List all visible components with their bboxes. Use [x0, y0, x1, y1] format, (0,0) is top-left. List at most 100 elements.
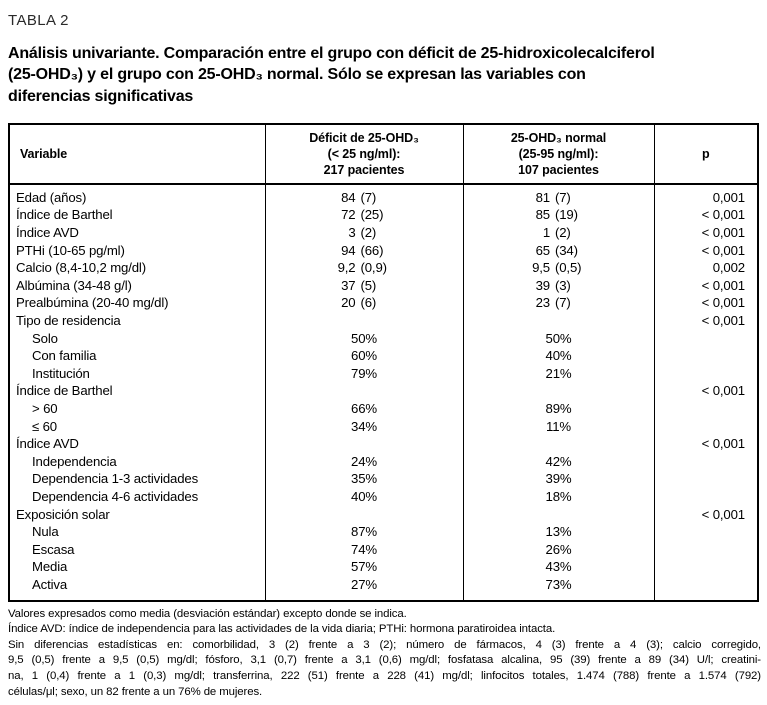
normal-value-cell: 73%: [462, 575, 654, 601]
variable-cell: Con familia: [32, 348, 97, 364]
normal-value-cell: [462, 382, 654, 401]
normal-value-cell: 39 (3): [462, 276, 654, 295]
table-row: Prealbúmina (20-40 mg/dl) 20 (6) 23 (7) < 0,0…: [9, 294, 758, 313]
mean-value: 81: [535, 189, 551, 205]
table-row: Dependencia 4-6 actividades 40% 18%: [9, 487, 758, 506]
deficit-value-cell-pair: 84 (7): [266, 189, 463, 207]
variable-cell: Nula: [32, 524, 59, 540]
univariate-table: Variable Déficit de 25-OHD₃ (< 25 ng/ml)…: [8, 122, 759, 602]
variable-cell: PTHi (10-65 pg/ml): [16, 242, 125, 258]
mean-value: 94: [341, 242, 356, 258]
percent-value: 39%: [545, 471, 572, 487]
deficit-value-cell: 34%: [264, 417, 463, 436]
normal-value-cell: 39%: [462, 470, 654, 488]
normal-value-cell: [462, 435, 654, 453]
percent-value: 35%: [351, 471, 377, 487]
sd-value: (0,9): [360, 260, 388, 276]
sd-value: (25): [360, 207, 384, 223]
table-row: Tipo de residencia < 0,001: [9, 312, 758, 330]
mean-value: 20: [341, 295, 356, 311]
p-value-cell: < 0,001: [653, 206, 758, 225]
normal-value-cell: 11%: [462, 417, 654, 436]
column-header-variable: Variable: [9, 123, 265, 185]
deficit-value-cell: 72 (25): [264, 206, 463, 225]
normal-value-cell: 89%: [462, 400, 654, 418]
footnote-line: Valores expresados como media (desviació…: [8, 607, 407, 620]
table-title: Análisis univariante. Comparación entre …: [8, 43, 758, 107]
percent-value: 26%: [545, 541, 572, 557]
sd-value: (0,5): [555, 260, 582, 276]
table-title-line: (25-OHD₃) y el grupo con 25-OHD₃ normal.…: [8, 66, 586, 84]
percent-value: 11%: [546, 418, 571, 434]
p-value-cell: [653, 540, 758, 559]
table-row: ≤ 60 34% 11%: [9, 417, 758, 436]
deficit-value-cell: [264, 382, 463, 401]
percent-value: 40%: [545, 348, 572, 364]
p-value-cell: 0,001: [653, 183, 758, 207]
sd-value: (7): [555, 189, 571, 205]
normal-value-cell-pair: 9,5 (0,5): [464, 259, 654, 277]
sd-value: (2): [360, 225, 377, 241]
deficit-value-cell: 57%: [264, 558, 463, 576]
sd-value: (7): [555, 295, 571, 311]
table-row: Índice de Barthel < 0,001: [9, 382, 758, 401]
p-value-cell: < 0,001: [653, 241, 758, 260]
variable-cell: Institución: [32, 365, 90, 381]
percent-value: 18%: [545, 488, 572, 504]
deficit-value-cell-pair: 9,2 (0,9): [266, 259, 463, 277]
normal-value-cell: 50%: [462, 329, 654, 348]
mean-value: 9,2: [337, 260, 356, 276]
deficit-value-cell-pair: 94 (66): [266, 242, 463, 260]
percent-value: 13%: [545, 524, 572, 540]
normal-value-cell: [462, 505, 654, 524]
percent-value: 40%: [351, 488, 377, 504]
table-row: Índice de Barthel 72 (25) 85 (19) < 0,001: [9, 206, 758, 225]
normal-value-cell: 85 (19): [462, 206, 654, 225]
table-title-line: diferencias significativas: [8, 87, 194, 105]
variable-cell: ≤ 60: [32, 418, 57, 434]
deficit-value-cell: 79%: [264, 364, 463, 383]
p-value-cell: [653, 329, 758, 348]
deficit-value-cell: 37 (5): [264, 276, 463, 295]
table-row: Dependencia 1-3 actividades 35% 39%: [9, 470, 758, 488]
percent-value: 43%: [545, 559, 572, 575]
percent-value: 66%: [351, 401, 377, 417]
variable-cell: Dependencia 1-3 actividades: [32, 471, 199, 487]
normal-value-cell-pair: 1 (2): [464, 224, 654, 242]
p-value-cell: [653, 400, 758, 418]
table-row: Activa 27% 73%: [9, 575, 758, 601]
column-header-normal: 25-OHD₃ normal (25-95 ng/ml): 107 pacien…: [462, 123, 654, 185]
percent-value: 42%: [545, 453, 572, 469]
p-value-cell: < 0,001: [653, 435, 758, 453]
table-row: > 60 66% 89%: [9, 400, 758, 418]
variable-cell: Índice AVD: [16, 436, 79, 452]
mean-value: 39: [535, 277, 551, 293]
variable-cell: Dependencia 4-6 actividades: [32, 488, 199, 504]
variable-cell: Activa: [32, 576, 68, 592]
normal-value-cell: [462, 312, 654, 330]
deficit-value-cell-pair: 37 (5): [266, 277, 463, 295]
table-row: Nula 87% 13%: [9, 523, 758, 541]
p-value-cell: [653, 417, 758, 436]
deficit-value-cell: 35%: [264, 470, 463, 488]
deficit-value-cell: 50%: [264, 329, 463, 348]
normal-value-cell-pair: 39 (3): [464, 277, 654, 295]
deficit-value-cell: [264, 312, 463, 330]
footnote-line: Índice AVD: índice de independencia para…: [8, 623, 556, 636]
table-row: Albúmina (34-48 g/l) 37 (5) 39 (3) < 0,001: [9, 276, 758, 295]
normal-value-cell: 81 (7): [462, 183, 654, 207]
deficit-value-cell-pair: 72 (25): [266, 206, 463, 224]
variable-cell: Prealbúmina (20-40 mg/dl): [16, 295, 169, 311]
table-label: TABLA 2: [8, 12, 69, 29]
percent-value: 60%: [351, 348, 377, 364]
normal-value-cell: 65 (34): [462, 241, 654, 260]
normal-value-cell: 13%: [462, 523, 654, 541]
sd-value: (7): [360, 189, 377, 205]
mean-value: 9,5: [532, 260, 550, 276]
deficit-value-cell: 84 (7): [264, 183, 463, 207]
variable-cell: Escasa: [32, 541, 75, 557]
variable-cell: Calcio (8,4-10,2 mg/dl): [16, 260, 146, 276]
table-body: Edad (años) 84 (7) 81 (7) 0,001 Índice de Bart…: [9, 183, 758, 601]
percent-value: 50%: [351, 330, 377, 346]
